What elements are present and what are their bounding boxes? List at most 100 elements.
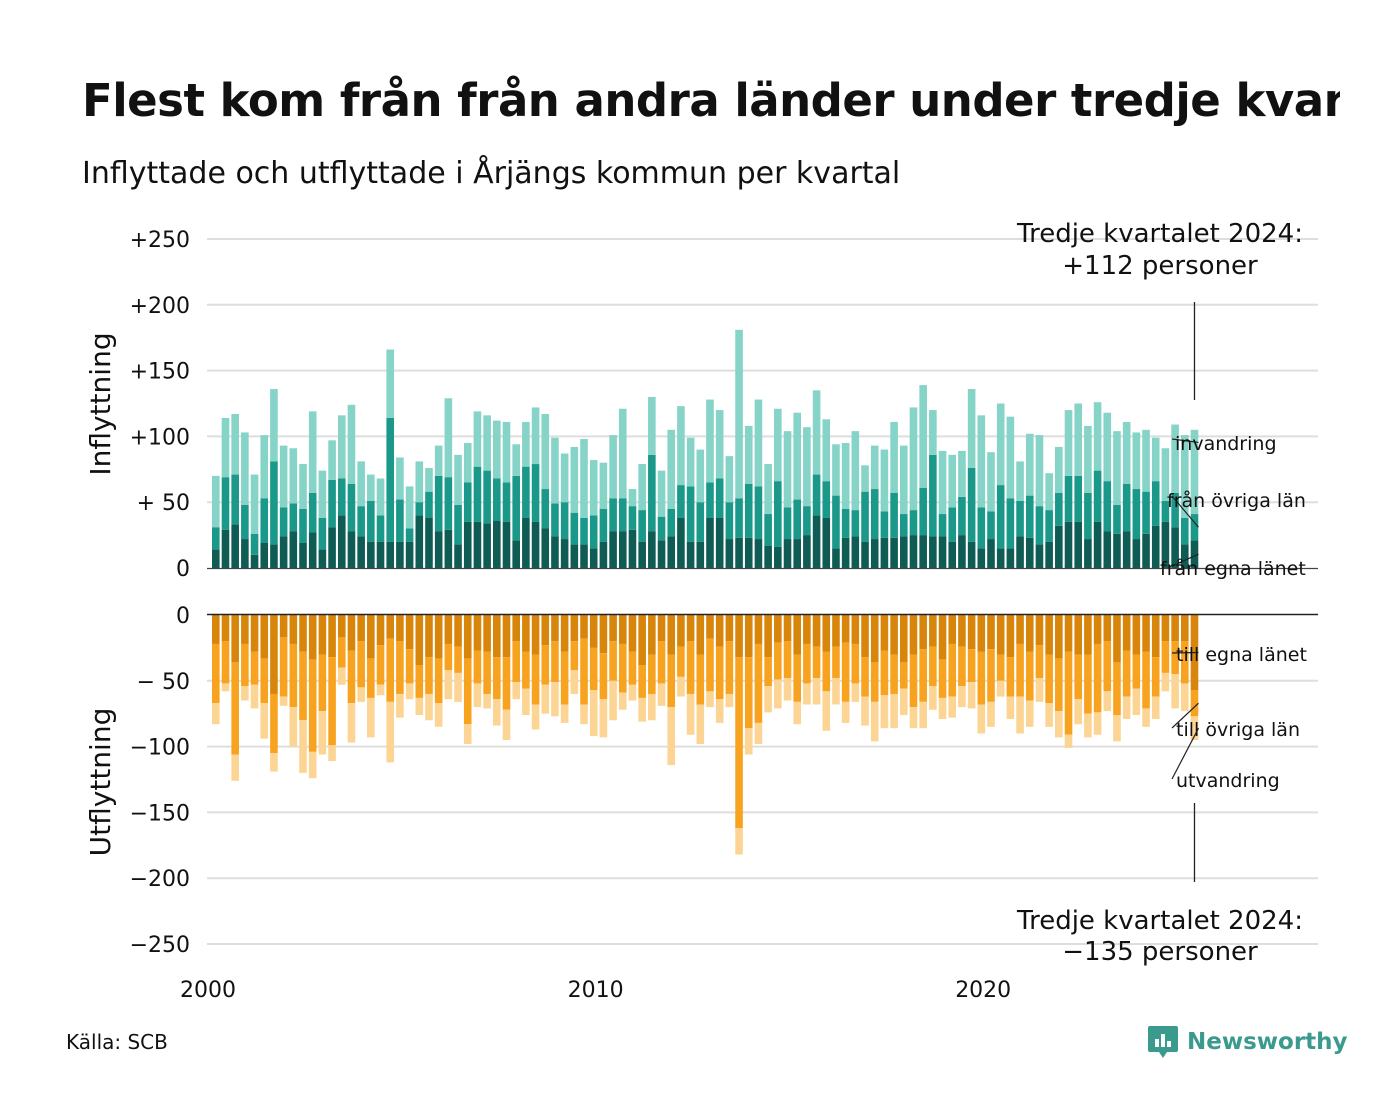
brand-logo[interactable]: Newsworthy: [1147, 1024, 1348, 1060]
bar-in-2: [938, 450, 947, 515]
bar-in-1: [551, 503, 559, 537]
bar-out-0: [890, 615, 898, 655]
bar-in-2: [308, 411, 317, 493]
bar-in-1: [318, 517, 327, 550]
bar-out-2: [570, 670, 579, 694]
label-connector-top: [1171, 553, 1199, 567]
bar-out-0: [803, 615, 811, 644]
bar-in-0: [260, 542, 269, 568]
bar-out-2: [357, 687, 365, 702]
bar-in-2: [260, 435, 269, 499]
bar-in-0: [560, 539, 569, 568]
bar-in-0: [434, 531, 443, 568]
bar-out-2: [376, 684, 385, 696]
bar-in-2: [1084, 425, 1092, 493]
bar-out-1: [618, 643, 627, 693]
bar-in-0: [1074, 521, 1083, 568]
bar-out-1: [1016, 643, 1024, 697]
bar-in-1: [483, 470, 491, 524]
bar-out-1: [231, 662, 239, 755]
bar-out-2: [1055, 711, 1063, 738]
bar-out-2: [803, 683, 811, 705]
bar-out-1: [735, 657, 743, 829]
bar-in-1: [434, 475, 443, 532]
bar-in-0: [735, 537, 743, 568]
bar-out-0: [618, 615, 627, 644]
bar-out-1: [512, 641, 520, 683]
bar-in-1: [890, 492, 898, 538]
bar-in-1: [880, 511, 889, 538]
bar-out-0: [764, 615, 772, 658]
bar-in-0: [580, 544, 588, 568]
bar-in-0: [444, 529, 453, 568]
bar-out-0: [793, 615, 801, 655]
bar-in-0: [618, 531, 627, 568]
bar-in-1: [473, 466, 482, 522]
bar-in-1: [832, 495, 840, 549]
bar-in-0: [1142, 533, 1150, 568]
ytick-label-top: 0: [176, 557, 190, 582]
bar-out-0: [289, 615, 298, 644]
bar-out-1: [880, 650, 889, 696]
bar-in-0: [638, 541, 646, 568]
label-connector-top: [1171, 495, 1199, 528]
bar-out-2: [715, 699, 724, 723]
bar-in-0: [386, 541, 395, 568]
bar-in-1: [1035, 506, 1044, 545]
bar-in-2: [628, 489, 637, 507]
bar-in-0: [890, 537, 898, 568]
bar-in-1: [967, 467, 976, 542]
bar-in-2: [1055, 446, 1063, 493]
bar-out-0: [841, 615, 850, 643]
bar-out-2: [483, 693, 491, 709]
bar-out-2: [279, 696, 288, 706]
bar-in-2: [1064, 410, 1073, 476]
bar-in-1: [1181, 517, 1189, 545]
bar-out-1: [919, 649, 927, 702]
bar-in-2: [541, 414, 550, 490]
bar-in-2: [463, 442, 472, 483]
bar-out-1: [938, 659, 947, 698]
bar-in-0: [1113, 533, 1121, 568]
bar-in-1: [919, 487, 927, 536]
series-label-bottom: till egna länet: [1176, 644, 1307, 666]
bar-out-1: [899, 662, 908, 689]
bar-out-2: [754, 722, 763, 744]
bar-out-0: [1103, 615, 1112, 642]
bar-in-2: [909, 407, 918, 511]
bar-out-0: [899, 615, 908, 663]
xtick-label: 2000: [180, 978, 236, 1003]
bar-out-1: [502, 657, 511, 710]
bar-out-0: [279, 615, 288, 638]
bar-out-2: [1171, 674, 1179, 709]
bar-out-2: [996, 680, 1005, 697]
bar-out-1: [1025, 651, 1034, 701]
bar-in-1: [1151, 481, 1160, 526]
bar-in-0: [744, 537, 753, 568]
bar-out-1: [715, 646, 724, 700]
bar-out-2: [318, 711, 327, 755]
bar-out-0: [483, 615, 491, 652]
bar-in-2: [599, 462, 608, 509]
bar-out-1: [929, 646, 937, 687]
bar-in-1: [347, 483, 356, 532]
bar-in-1: [250, 533, 259, 555]
bar-in-0: [493, 520, 501, 568]
bar-out-0: [580, 615, 588, 639]
bar-out-2: [1006, 696, 1015, 719]
bar-out-2: [299, 720, 307, 773]
bar-in-0: [522, 517, 530, 568]
bar-in-1: [1190, 514, 1199, 541]
bar-out-2: [463, 724, 472, 744]
bar-out-0: [522, 615, 530, 652]
bar-out-0: [454, 615, 462, 647]
bar-in-2: [803, 427, 811, 507]
bar-in-0: [754, 539, 763, 568]
bar-out-0: [347, 615, 356, 651]
bar-out-2: [870, 701, 879, 742]
bar-in-1: [841, 508, 850, 538]
bar-in-1: [793, 499, 801, 540]
bar-in-0: [774, 546, 782, 568]
bar-in-2: [1171, 424, 1179, 493]
